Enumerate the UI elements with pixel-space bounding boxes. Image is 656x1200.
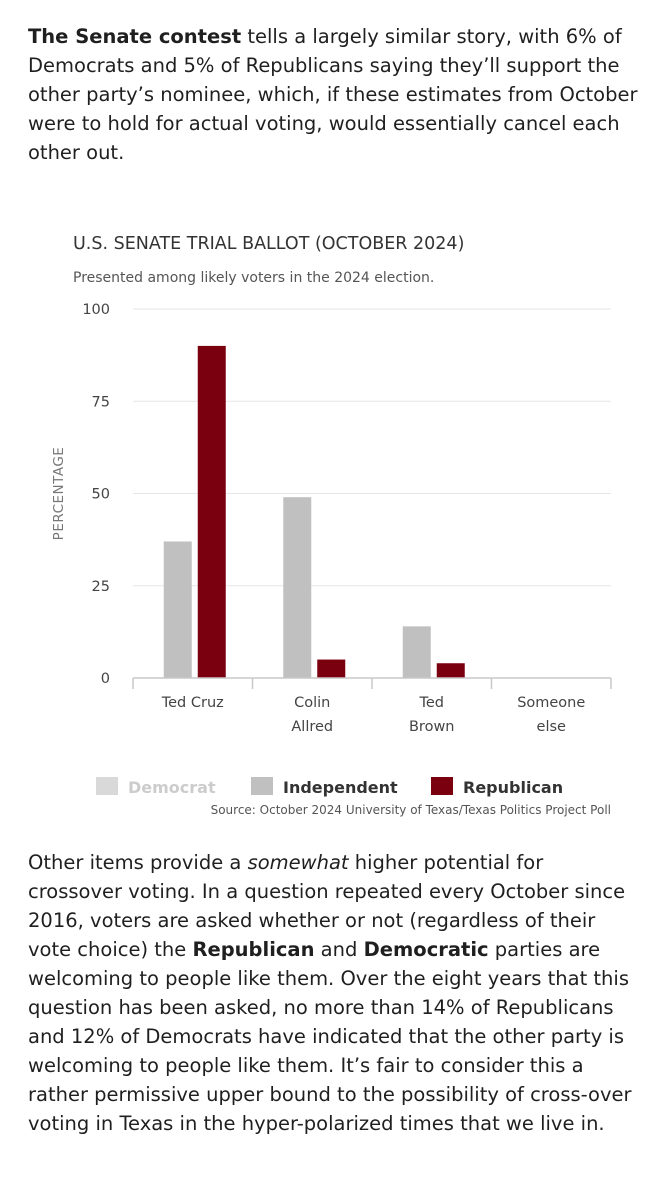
legend-item-republican[interactable]: Republican xyxy=(431,777,563,797)
outro-text-segment: higher potential for crossover voting. I… xyxy=(28,851,626,961)
legend-label: Independent xyxy=(283,778,398,797)
chart-title: U.S. SENATE TRIAL BALLOT (OCTOBER 2024) xyxy=(73,234,464,254)
bar-republican-0 xyxy=(197,345,226,678)
x-tick-label: Ted xyxy=(418,695,444,711)
outro-text-segment: Other items provide a xyxy=(28,851,248,874)
legend-item-democrat[interactable]: Democrat xyxy=(96,777,216,797)
outro-text-segment: parties are welcoming to people like the… xyxy=(28,938,632,1135)
y-tick-label: 100 xyxy=(82,302,110,318)
x-tick-label: Brown xyxy=(409,719,455,735)
senate-trial-ballot-chart: U.S. SENATE TRIAL BALLOT (OCTOBER 2024) … xyxy=(51,234,612,817)
legend-swatch xyxy=(431,777,453,795)
legend[interactable]: Democrat Independent Republican xyxy=(96,777,563,797)
x-tick-label: Colin xyxy=(294,695,330,711)
intro-bold-lead: The Senate contest xyxy=(28,25,242,48)
x-tick-label: Ted Cruz xyxy=(161,695,224,711)
bars xyxy=(163,345,465,678)
outro-text-segment: somewhat xyxy=(247,851,349,874)
chart-subtitle: Presented among likely voters in the 202… xyxy=(73,270,434,286)
x-tick-label: Someone xyxy=(517,695,585,711)
outro-text-segment: and xyxy=(314,938,364,961)
bar-republican-1 xyxy=(317,659,346,678)
bar-independent-1 xyxy=(283,497,312,678)
outro-text-segment: Democratic xyxy=(363,938,489,961)
outro-text-segment: Republican xyxy=(192,938,315,961)
bar-independent-2 xyxy=(402,626,431,678)
bar-independent-0 xyxy=(163,541,192,678)
y-tick-label: 25 xyxy=(92,579,110,595)
intro-text: tells a largely similar story, with 6% o… xyxy=(28,25,638,164)
legend-swatch xyxy=(96,777,118,795)
y-axis-ticks: 0 25 50 75 100 xyxy=(82,302,110,687)
legend-label: Republican xyxy=(463,778,563,797)
bar-republican-2 xyxy=(436,663,465,678)
legend-label: Democrat xyxy=(128,778,216,797)
source-note: Source: October 2024 University of Texas… xyxy=(211,803,611,817)
legend-swatch xyxy=(251,777,273,795)
y-tick-label: 75 xyxy=(92,394,110,410)
intro-paragraph: The Senate contest tells a largely simil… xyxy=(28,22,638,167)
x-axis-category-labels: Ted Cruz Colin Allred Ted Brown Someone else xyxy=(161,695,586,735)
x-tick-label: else xyxy=(537,719,567,735)
y-tick-label: 50 xyxy=(92,487,110,503)
y-axis-label: PERCENTAGE xyxy=(51,447,67,541)
y-tick-label: 0 xyxy=(101,671,110,687)
outro-paragraph: Other items provide a somewhat higher po… xyxy=(28,848,638,1138)
x-axis xyxy=(132,677,612,689)
legend-item-independent[interactable]: Independent xyxy=(251,777,398,797)
x-tick-label: Allred xyxy=(291,719,333,735)
